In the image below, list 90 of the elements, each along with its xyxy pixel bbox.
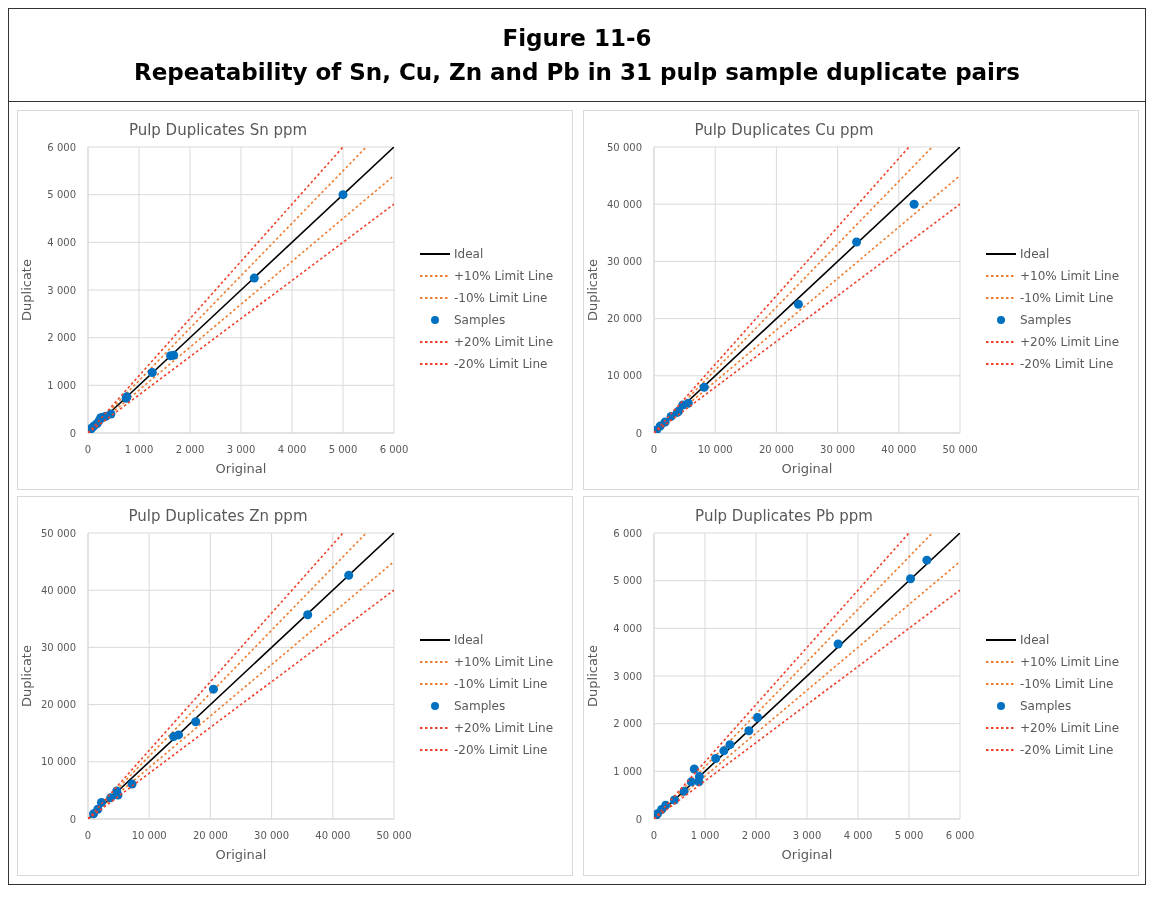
legend-label: Samples [454, 699, 506, 713]
y-tick-label: 2 000 [47, 332, 76, 344]
y-tick-label: 3 000 [613, 670, 642, 682]
legend-label: -20% Limit Line [1020, 357, 1114, 371]
y-tick-label: 10 000 [41, 756, 76, 768]
x-tick-label: 2 000 [175, 444, 205, 455]
x-tick-label: 40 000 [881, 444, 917, 455]
x-tick-label: 2 000 [741, 830, 771, 841]
legend-label: Samples [1020, 699, 1072, 713]
legend-label: -20% Limit Line [1020, 743, 1114, 757]
y-axis-title: Duplicate [18, 259, 34, 321]
y-tick-label: 30 000 [41, 641, 76, 653]
x-tick-label: 3 000 [792, 830, 822, 841]
x-axis-title: Original [781, 461, 833, 476]
x-axis-title: Original [781, 847, 833, 862]
y-tick-label: 0 [69, 813, 76, 825]
x-tick-label: 30 000 [254, 830, 290, 841]
y-tick-label: 40 000 [41, 584, 76, 596]
legend-label: Ideal [454, 633, 484, 647]
y-tick-label: 50 000 [607, 141, 642, 153]
y-tick-label: 40 000 [607, 198, 642, 210]
y-tick-label: 1 000 [47, 379, 76, 391]
legend-label: -20% Limit Line [454, 743, 548, 757]
x-tick-label: 30 000 [820, 444, 856, 455]
y-tick-label: 4 000 [613, 622, 642, 634]
legend-label: +10% Limit Line [454, 269, 554, 283]
y-tick-label: 20 000 [41, 699, 76, 711]
y-axis-title: Duplicate [18, 645, 34, 707]
legend-label: -10% Limit Line [454, 291, 548, 305]
chart-title: Pulp Duplicates Zn ppm [127, 507, 309, 525]
y-tick-label: 1 000 [613, 765, 642, 777]
x-tick-label: 20 000 [192, 830, 228, 841]
x-axis-title: Original [215, 847, 267, 862]
x-tick-label: 10 000 [697, 444, 733, 455]
x-tick-label: 5 000 [328, 444, 358, 455]
y-tick-label: 20 000 [607, 313, 642, 325]
y-tick-label: 2 000 [613, 718, 642, 730]
y-tick-label: 30 000 [607, 255, 642, 267]
legend-label: -10% Limit Line [1020, 677, 1114, 691]
legend-label: Ideal [1020, 633, 1050, 647]
chart-title: Pulp Duplicates Sn ppm [127, 121, 309, 139]
legend-label: -20% Limit Line [454, 357, 548, 371]
x-tick-label: 10 000 [131, 830, 167, 841]
y-tick-label: 10 000 [607, 370, 642, 382]
legend-label: -10% Limit Line [1020, 291, 1114, 305]
y-tick-label: 0 [69, 427, 76, 439]
y-axis-title: Duplicate [584, 645, 600, 707]
x-tick-label: 6 000 [945, 830, 975, 841]
caption: Figure 11-6 [501, 24, 653, 53]
y-tick-label: 4 000 [47, 236, 76, 248]
x-tick-label: 40 000 [315, 830, 351, 841]
legend-label: -10% Limit Line [454, 677, 548, 691]
chart-title: Pulp Duplicates Cu ppm [693, 121, 875, 139]
legend-label: Samples [1020, 313, 1072, 327]
y-tick-label: 3 000 [47, 284, 76, 296]
x-tick-label: 0 [650, 830, 658, 841]
x-tick-label: 5 000 [894, 830, 924, 841]
x-tick-label: 0 [650, 444, 658, 455]
x-tick-label: 3 000 [226, 444, 256, 455]
x-tick-label: 1 000 [124, 444, 154, 455]
x-tick-label: 50 000 [376, 830, 412, 841]
y-tick-label: 0 [635, 427, 642, 439]
legend-label: +10% Limit Line [1020, 655, 1120, 669]
legend-label: +10% Limit Line [1020, 269, 1120, 283]
x-tick-label: 1 000 [690, 830, 720, 841]
y-tick-label: 0 [635, 813, 642, 825]
legend-label: Samples [454, 313, 506, 327]
x-tick-label: 0 [84, 444, 92, 455]
x-tick-label: 50 000 [942, 444, 978, 455]
y-tick-label: 6 000 [47, 141, 76, 153]
x-tick-label: 20 000 [758, 444, 794, 455]
chart-title: Pulp Duplicates Pb ppm [694, 507, 874, 525]
x-tick-label: 0 [84, 830, 92, 841]
y-tick-label: 6 000 [613, 527, 642, 539]
legend-label: +20% Limit Line [1020, 721, 1120, 735]
y-tick-label: 5 000 [47, 189, 76, 201]
x-tick-label: 4 000 [277, 444, 307, 455]
legend-label: +20% Limit Line [454, 721, 554, 735]
x-tick-label: 6 000 [379, 444, 409, 455]
text: Repeatability of Sn, Cu, Zn and Pb in 31 pulp sample duplicate pairs [132, 58, 1022, 87]
legend-label: +20% Limit Line [454, 335, 554, 349]
legend-label: +20% Limit Line [1020, 335, 1120, 349]
legend-label: +10% Limit Line [454, 655, 554, 669]
y-tick-label: 50 000 [41, 527, 76, 539]
x-tick-label: 4 000 [843, 830, 873, 841]
y-axis-title: Duplicate [584, 259, 600, 321]
legend-label: Ideal [1020, 247, 1050, 261]
legend-label: Ideal [454, 247, 484, 261]
x-axis-title: Original [215, 461, 267, 476]
y-tick-label: 5 000 [613, 575, 642, 587]
